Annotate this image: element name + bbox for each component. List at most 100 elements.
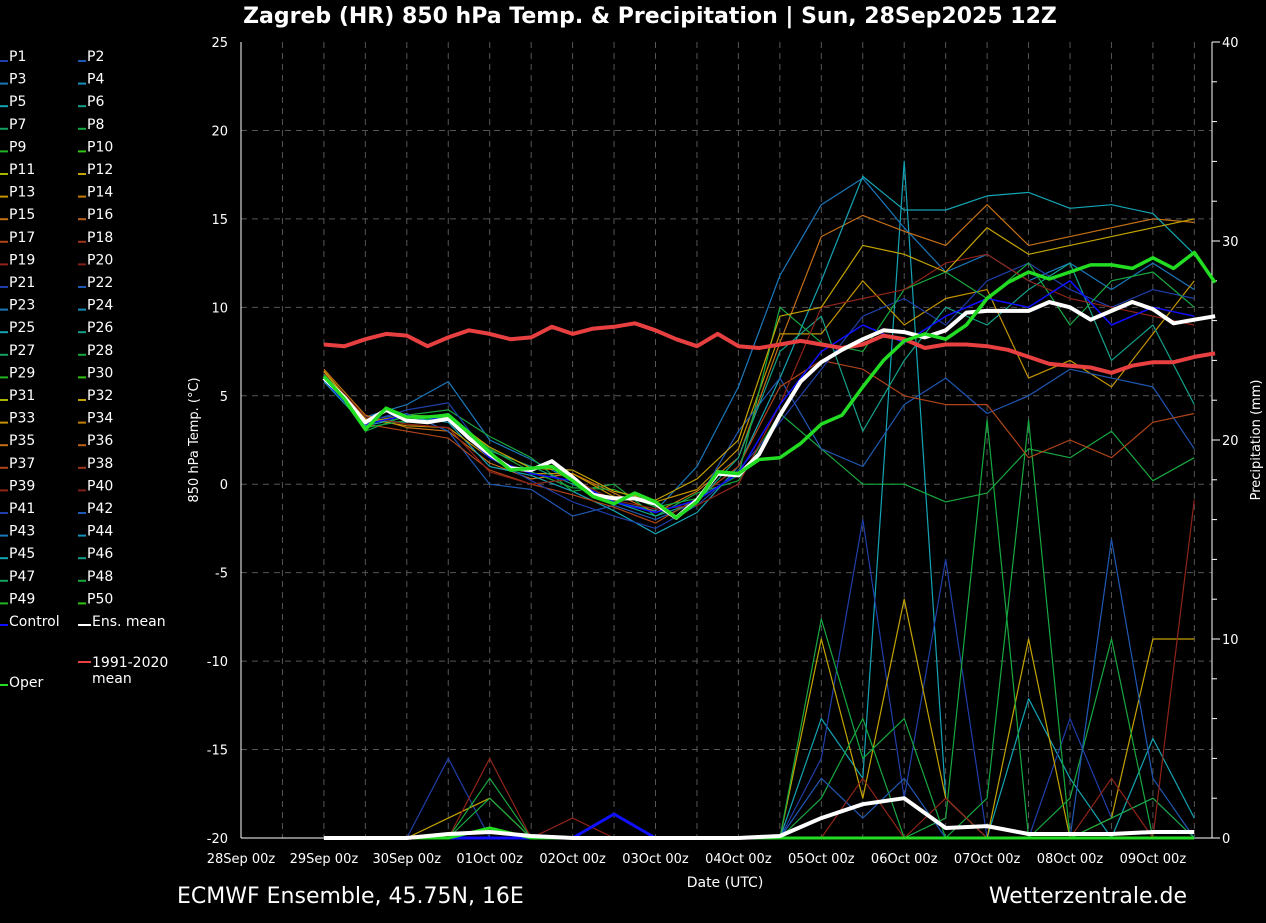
legend-label-climate: 1991-2020 [92,655,168,671]
y-tick-label: -10 [207,655,228,670]
legend-label: P7 [9,117,26,133]
temp-oper [322,250,1217,520]
legend-label: P24 [87,298,113,314]
legend-label: P23 [9,298,35,314]
legend-label: P13 [9,185,35,201]
legend-label: P15 [9,207,35,223]
x-tick-label: 06Oct 00z [871,852,938,867]
x-tick-label: 30Sep 00z [373,852,442,867]
y-tick-label: 0 [220,478,228,493]
temp-member-p3 [323,177,1195,512]
footer-site: Wetterzentrale.de [989,884,1187,909]
y-tick-label: -20 [207,832,228,847]
legend-label: P14 [87,185,113,201]
y-tick-label: 20 [211,124,228,139]
legend-label: P28 [87,343,113,359]
legend-label: P41 [9,501,35,517]
legend-label: P5 [9,94,26,110]
x-tick-label: 09Oct 00z [1120,852,1187,867]
legend-label: P17 [9,230,35,246]
temp-member-p37 [323,359,1195,524]
legend-label: P19 [9,252,35,268]
x-tick-label: 05Oct 00z [788,852,855,867]
y-tick-label: -15 [207,744,228,759]
temp-member-p19 [323,253,1195,510]
temp-member-p15 [323,204,1195,514]
legend-label: P18 [87,230,113,246]
y2-tick-label: 20 [1222,434,1239,449]
y2-tick-label: 30 [1222,235,1239,250]
x-tick-label: 28Sep 00z [207,852,276,867]
x-tick-label: 29Sep 00z [290,852,359,867]
legend-label: P8 [87,117,104,133]
legend-label-ens-mean: Ens. mean [92,614,166,630]
legend-label: P39 [9,478,35,494]
legend-label: P38 [87,456,113,472]
legend-label: P40 [87,478,113,494]
legend-label: P32 [87,388,113,404]
legend-label: P21 [9,275,35,291]
legend-label: P29 [9,365,35,381]
legend-label: P6 [87,94,104,110]
legend-label: P46 [87,546,113,562]
x-tick-label: 07Oct 00z [954,852,1021,867]
x-tick-label: 03Oct 00z [622,852,689,867]
x-axis-label: Date (UTC) [687,875,764,891]
plot-area [241,42,1212,838]
legend-label: P9 [9,139,26,155]
x-tick-label: 02Oct 00z [539,852,606,867]
x-tick-label: 01Oct 00z [456,852,523,867]
x-tick-label: 08Oct 00z [1037,852,1104,867]
legend-label: P26 [87,320,113,336]
legend-label: P30 [87,365,113,381]
y-axis-label: 850 hPa Temp. (°C) [187,377,202,502]
legend-label: P44 [87,524,113,540]
temp-climate-mean [323,321,1216,375]
legend-label: P48 [87,569,113,585]
legend-label: P16 [87,207,113,223]
legend-label: P22 [87,275,113,291]
legend-label-control: Control [9,614,60,630]
y-tick-label: -5 [215,567,228,582]
temp-ens-mean [322,300,1216,520]
legend-label: P27 [9,343,35,359]
legend-label: P34 [87,411,113,427]
legend-label: P35 [9,433,35,449]
legend-label-oper: Oper [9,675,44,691]
legend-label: P25 [9,320,35,336]
x-tick-label: 04Oct 00z [705,852,772,867]
temperature-series [322,175,1217,535]
legend-label: P20 [87,252,113,268]
y2-axis-label: Precipitation (mm) [1249,380,1264,501]
legend-label: P11 [9,162,35,178]
y-tick-label: 15 [211,213,228,228]
temp-member-p45 [323,175,1195,535]
legend-label: P10 [87,139,113,155]
precipitation-series [323,160,1195,840]
legend-label: P2 [87,49,104,65]
y2-tick-label: 0 [1222,832,1230,847]
y2-tick-label: 40 [1222,36,1239,51]
chart-title: Zagreb (HR) 850 hPa Temp. & Precipitatio… [243,4,1057,29]
legend-label: P50 [87,591,113,607]
precip-ens-mean [323,796,1195,840]
legend-label: P4 [87,72,104,88]
legend-label: P33 [9,411,35,427]
legend-label: P31 [9,388,35,404]
axes: 25 20 15 10 5 0 -5 -10 -15 -20 28Sep 00z 29Sep 00z 3… [207,36,1239,867]
legend-label: P45 [9,546,35,562]
legend-label: P3 [9,72,26,88]
legend-label: P1 [9,49,26,65]
legend: P1 P2 P3 P4 P5 P6 P7 P8 P9 P10 P11 P12 P13 P14 P15 P16 P… [0,49,168,691]
y2-tick-label: 10 [1222,633,1239,648]
grid [241,42,1212,838]
y-tick-label: 5 [220,390,228,405]
legend-label-climate-2: mean [92,671,132,687]
y-tick-label: 10 [211,301,228,316]
legend-label: P36 [87,433,113,449]
legend-label: P43 [9,524,35,540]
y-tick-label: 25 [211,36,228,51]
legend-label: P42 [87,501,113,517]
legend-label: P12 [87,162,113,178]
